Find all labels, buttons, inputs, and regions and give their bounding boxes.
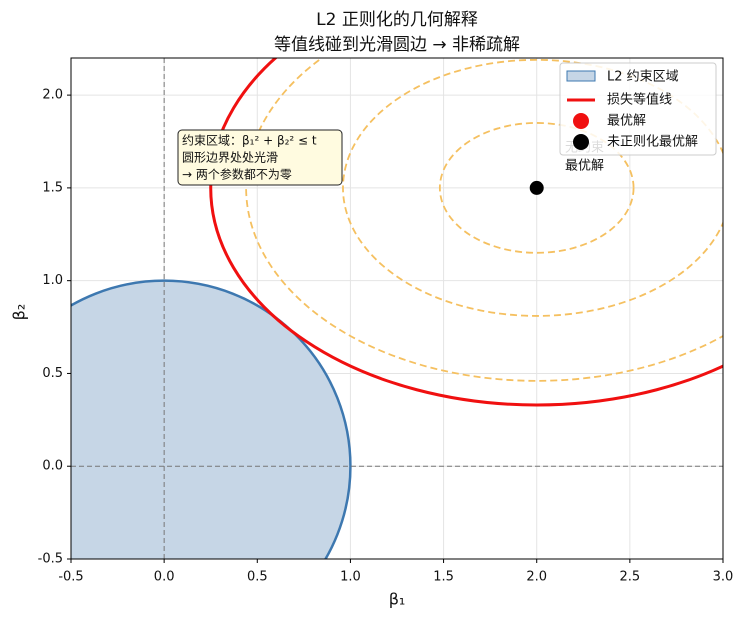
constraint-region — [71, 279, 352, 559]
unconstrained-point — [529, 180, 544, 195]
legend-label: 损失等值线 — [607, 92, 672, 108]
dashed-contour — [438, 122, 635, 254]
legend-swatch — [573, 113, 589, 129]
legend-label: L2 约束区域 — [607, 70, 679, 85]
annotation-text: → 两个参数都不为零 — [182, 167, 292, 182]
annotation-text: 约束区域：β₁² + β₂² ≤ t — [182, 133, 317, 148]
annotation-text: 圆形边界处处光滑 — [182, 151, 278, 165]
annotation-box — [177, 129, 343, 186]
chart-title: L2 正则化的几何解释 — [316, 10, 478, 30]
y-tick-label: 1.0 — [42, 273, 63, 288]
loss-contour — [209, 58, 723, 407]
x-tick-label: 3.0 — [713, 570, 734, 585]
y-tick-label: 0.0 — [42, 459, 63, 474]
plot-frame — [70, 57, 724, 560]
y-axis-label: β₂ — [10, 304, 29, 321]
x-tick-label: 2.0 — [526, 570, 547, 585]
dashed-contour — [342, 58, 723, 317]
chart-title: 等值线碰到光滑圆边 → 非稀疏解 — [274, 35, 520, 55]
x-axis-label: β₁ — [389, 590, 406, 609]
legend-swatch — [573, 134, 589, 150]
x-tick-label: 1.5 — [433, 570, 454, 585]
y-tick-label: 2.0 — [42, 88, 63, 103]
overlay: -0.5 0.0 0.5 1.0 1.5 2.0 2.5 3.0 -0.5 0.0 0.5 1.0 1.… — [38, 62, 734, 585]
x-tick-label: 0.0 — [154, 570, 175, 585]
legend-label: 未正则化最优解 — [607, 135, 698, 150]
legend-box — [559, 62, 717, 156]
x-tick-label: 1.0 — [340, 570, 361, 585]
legend-label: 最优解 — [607, 114, 646, 129]
y-tick-label: 1.5 — [42, 180, 63, 195]
legend-swatch — [566, 70, 596, 82]
y-tick-label: -0.5 — [38, 552, 63, 567]
dashed-contour — [245, 58, 723, 382]
y-tick-label: 0.5 — [42, 366, 63, 381]
x-tick-label: -0.5 — [58, 570, 83, 585]
x-tick-label: 2.5 — [620, 570, 641, 585]
point-annotation: 最优解 — [565, 159, 604, 174]
x-tick-label: 0.5 — [247, 570, 268, 585]
